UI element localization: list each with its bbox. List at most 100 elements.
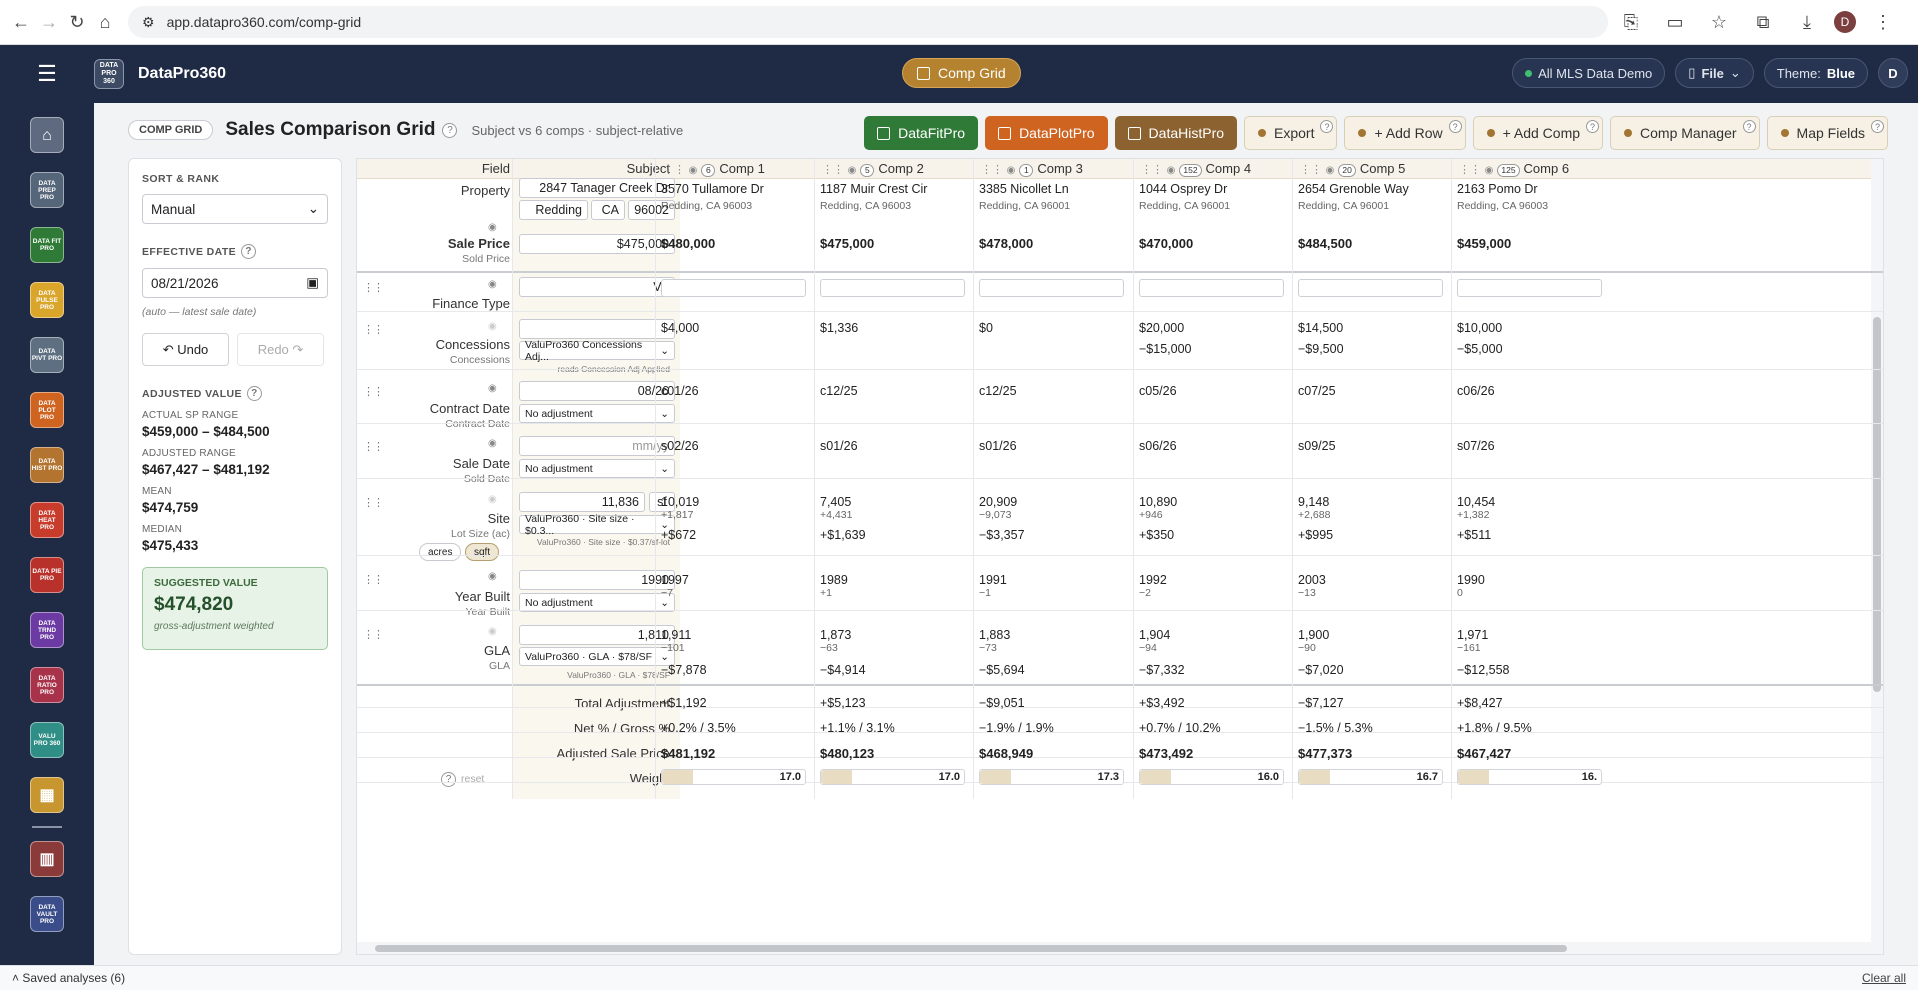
drag-handle-icon[interactable]: ⋮⋮: [363, 574, 384, 586]
help-icon[interactable]: ?: [441, 772, 456, 787]
rail-home-icon[interactable]: ⌂: [30, 117, 64, 153]
rail-data-ratio-icon[interactable]: DATA RATIO PRO: [30, 667, 64, 703]
file-menu-button[interactable]: ▯ File ⌄: [1675, 58, 1754, 88]
site-info-icon[interactable]: ⚙: [142, 13, 155, 30]
comp-finance-input[interactable]: [1457, 279, 1602, 297]
eye-icon[interactable]: ◉: [1325, 165, 1335, 176]
saved-analyses-toggle[interactable]: ˄ Saved analyses (6): [12, 971, 126, 985]
rail-data-trend-icon[interactable]: DATA TRND PRO: [30, 612, 64, 648]
unit-sqft-toggle[interactable]: sqft: [465, 543, 500, 561]
subject-contract-date-input[interactable]: 08/26: [519, 381, 675, 401]
eye-off-icon[interactable]: ◉: [488, 321, 497, 332]
bookmark-star-icon[interactable]: ☆: [1710, 11, 1728, 32]
drag-handle-icon[interactable]: ⋮⋮: [663, 164, 685, 176]
contract-date-adjustment-select[interactable]: No adjustment ⌄: [519, 404, 675, 423]
drag-handle-icon[interactable]: ⋮⋮: [363, 441, 384, 453]
eye-icon[interactable]: ◉: [1484, 165, 1494, 176]
eye-icon[interactable]: ◉: [688, 165, 698, 176]
comp-weight-input[interactable]: 16.: [1457, 769, 1602, 785]
rail-data-hist-icon[interactable]: DATA HIST PRO: [30, 447, 64, 483]
rail-report-icon[interactable]: ▥: [30, 841, 64, 877]
downloads-icon[interactable]: ⤓: [1803, 11, 1811, 32]
eye-icon[interactable]: ◉: [488, 571, 497, 582]
drag-handle-icon[interactable]: ⋮⋮: [363, 282, 384, 294]
drag-handle-icon[interactable]: ⋮⋮: [363, 324, 384, 336]
help-icon[interactable]: ?: [1586, 120, 1600, 133]
home-icon[interactable]: ⌂: [99, 11, 111, 32]
comp-weight-input[interactable]: 16.0: [1139, 769, 1284, 785]
comp-finance-input[interactable]: [979, 279, 1124, 297]
comp-header[interactable]: ⋮⋮ ◉ 1 Comp 3: [981, 161, 1083, 177]
comp-header[interactable]: ⋮⋮ ◉ 5 Comp 2: [822, 161, 924, 177]
theme-button[interactable]: Theme: Blue: [1763, 58, 1868, 88]
help-icon[interactable]: ?: [1742, 120, 1756, 133]
user-avatar[interactable]: D: [1878, 58, 1908, 88]
hamburger-menu-icon[interactable]: ☰: [37, 61, 57, 86]
calendar-icon[interactable]: ▣: [306, 275, 319, 290]
rail-data-pulse-icon[interactable]: DATA PULSE PRO: [30, 282, 64, 318]
drag-handle-icon[interactable]: ⋮⋮: [1300, 164, 1322, 176]
drag-handle-icon[interactable]: ⋮⋮: [1141, 164, 1163, 176]
drag-handle-icon[interactable]: ⋮⋮: [363, 386, 384, 398]
sort-select[interactable]: Manual ⌄: [142, 194, 328, 224]
comp-header[interactable]: ⋮⋮ ◉ 152 Comp 4: [1141, 161, 1251, 177]
subject-state-input[interactable]: CA: [591, 200, 625, 220]
profile-avatar[interactable]: D: [1834, 11, 1856, 33]
rail-data-pivot-icon[interactable]: DATA PIVT PRO: [30, 337, 64, 373]
horizontal-scrollbar[interactable]: [357, 942, 1883, 954]
weight-reset-link[interactable]: reset: [461, 773, 485, 785]
eye-icon[interactable]: ◉: [488, 279, 497, 290]
help-icon[interactable]: ?: [1871, 120, 1884, 133]
datafitpro-button[interactable]: DataFitPro: [864, 116, 979, 150]
extensions-icon[interactable]: ⧉: [1756, 11, 1770, 32]
subject-concessions-input[interactable]: [519, 319, 675, 339]
menu-kebab-icon[interactable]: ⋮: [1874, 11, 1892, 32]
subject-street-input[interactable]: 2847 Tanager Creek Dr: [519, 178, 675, 198]
rail-data-heat-icon[interactable]: DATA HEAT PRO: [30, 502, 64, 538]
add-row-button[interactable]: + Add Row?: [1344, 116, 1466, 150]
effective-date-input[interactable]: 08/21/2026 ▣: [142, 268, 328, 298]
rail-data-prep-icon[interactable]: DATA PREP PRO: [30, 172, 64, 208]
comp-finance-input[interactable]: [1298, 279, 1443, 297]
drag-handle-icon[interactable]: ⋮⋮: [981, 164, 1003, 176]
comp-weight-input[interactable]: 17.0: [820, 769, 965, 785]
undo-button[interactable]: ↶ Undo: [142, 333, 229, 366]
help-icon[interactable]: ?: [241, 244, 257, 259]
clear-all-link[interactable]: Clear all: [1861, 971, 1906, 985]
add-comp-button[interactable]: + Add Comp?: [1472, 116, 1604, 150]
install-app-icon[interactable]: ⎘: [1623, 11, 1639, 32]
drag-handle-icon[interactable]: ⋮⋮: [363, 629, 384, 641]
rail-data-pie-icon[interactable]: DATA PIE PRO: [30, 557, 64, 593]
rail-data-fit-icon[interactable]: DATA FIT PRO: [30, 227, 64, 263]
subject-city-input[interactable]: Redding: [519, 200, 588, 220]
drag-handle-icon[interactable]: ⋮⋮: [822, 164, 844, 176]
drag-handle-icon[interactable]: ⋮⋮: [363, 497, 384, 509]
dataplotpro-button[interactable]: DataPlotPro: [985, 116, 1108, 150]
rail-data-vault-icon[interactable]: DATA VAULT PRO: [30, 896, 64, 932]
vertical-scrollbar[interactable]: [1871, 159, 1883, 954]
drag-handle-icon[interactable]: ⋮⋮: [1459, 164, 1481, 176]
cast-icon[interactable]: ▭: [1666, 11, 1684, 32]
subject-finance-input[interactable]: VA: [519, 277, 675, 297]
reload-icon[interactable]: ↻: [69, 11, 85, 32]
comp-manager-button[interactable]: Comp Manager?: [1610, 116, 1760, 150]
help-icon[interactable]: ?: [246, 386, 262, 401]
subject-sale-price-input[interactable]: $475,000: [519, 234, 675, 254]
eye-icon[interactable]: ◉: [488, 383, 497, 394]
help-icon[interactable]: ?: [1320, 120, 1334, 133]
subject-gla-input[interactable]: 1,810: [519, 625, 675, 645]
rail-data-plot-icon[interactable]: DATA PLOT PRO: [30, 392, 64, 428]
mls-source-pill[interactable]: All MLS Data Demo: [1512, 58, 1666, 88]
help-icon[interactable]: ?: [442, 122, 458, 138]
comp-finance-input[interactable]: [1139, 279, 1284, 297]
comp-header[interactable]: ⋮⋮ ◉ 6 Comp 1: [663, 161, 765, 177]
eye-off-icon[interactable]: ◉: [488, 494, 497, 505]
unit-acres-toggle[interactable]: acres: [419, 543, 462, 561]
gla-adjustment-select[interactable]: ValuPro360 · GLA · $78/SF ⌄: [519, 647, 675, 666]
rail-comp-grid-icon[interactable]: ▦: [2, 772, 64, 820]
eye-icon[interactable]: ◉: [488, 438, 497, 449]
redo-button[interactable]: Redo ↷: [237, 333, 324, 366]
active-tool-pill[interactable]: Comp Grid: [902, 58, 1021, 88]
subject-sale-date-input[interactable]: mm/yy: [519, 436, 675, 456]
eye-icon[interactable]: ◉: [1006, 165, 1016, 176]
